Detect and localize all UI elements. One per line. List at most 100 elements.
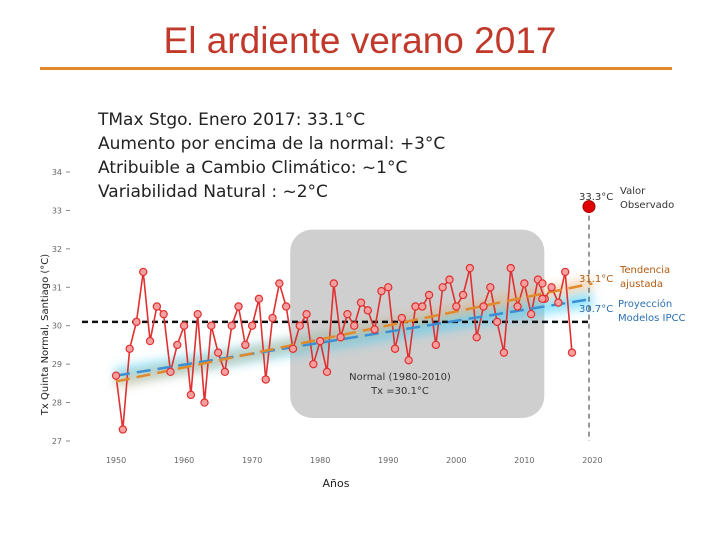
- observed-data-point: [302, 309, 311, 319]
- slide-title: El ardiente verano 2017: [163, 20, 557, 61]
- observed-data-point: [486, 283, 495, 292]
- ipcc-desc-line1: Proyección: [618, 299, 673, 310]
- ipcc-trend-line: [115, 297, 593, 377]
- observed-data-point: [241, 340, 250, 350]
- trend-end-point: [538, 279, 547, 288]
- observed-data-point: [547, 283, 556, 292]
- observed-data-point: [356, 298, 366, 307]
- trend-value-label: 31.1°C: [579, 274, 614, 285]
- x-tick-label: 2000: [446, 456, 466, 465]
- observed-data-point: [200, 398, 209, 407]
- observed-data-point: [465, 263, 475, 273]
- info-line-tmax: TMax Stgo. Enero 2017: 33.1°C: [98, 110, 366, 130]
- observed-data-point: [363, 306, 373, 315]
- observed-data-point: [207, 321, 216, 330]
- observed-value-label: 33.3°C: [579, 192, 614, 203]
- y-tick-label: 30: [52, 322, 62, 331]
- observed-data-point: [132, 317, 141, 327]
- observed-data-point: [247, 321, 257, 330]
- x-axis-label: Años: [323, 477, 350, 490]
- observed-data-point: [152, 302, 162, 311]
- observed-data-point: [329, 279, 338, 288]
- observed-data-point: [513, 302, 522, 311]
- x-tick-label: 2010: [514, 456, 534, 465]
- observed-data-point: [567, 348, 577, 357]
- x-tick-label: 1980: [310, 456, 330, 465]
- observed-data-point: [145, 336, 155, 346]
- observed-data-point: [275, 279, 284, 288]
- title-underline: [40, 67, 672, 70]
- observed-data-point: [315, 336, 325, 346]
- observed-data-point: [261, 375, 270, 384]
- info-block: TMax Stgo. Enero 2017: 33.1°C Aumento po…: [98, 108, 445, 204]
- observed-data-point: [397, 313, 407, 323]
- observed-data-point: [281, 302, 291, 311]
- y-tick-label: 32: [52, 245, 62, 254]
- trend-desc-line1: Tendencia: [620, 265, 671, 276]
- y-tick-label: 33: [52, 206, 62, 215]
- observed-data-point: [227, 321, 236, 330]
- observed-data-point: [343, 309, 352, 319]
- observed-data-point: [492, 317, 502, 327]
- observed-data-point: [309, 359, 318, 369]
- observed-data-point: [213, 348, 223, 357]
- observed-data-point: [377, 286, 386, 296]
- observed-data-point: [350, 321, 359, 330]
- observed-data-point: [220, 367, 230, 377]
- normal-label-line1: Normal (1980-2010): [349, 372, 451, 383]
- observed-data-point: [384, 283, 393, 292]
- observed-data-point: [390, 344, 400, 353]
- observed-data-point: [411, 302, 420, 311]
- observed-data-point: [479, 302, 488, 311]
- observed-data-point: [125, 344, 134, 353]
- y-tick-label: 27: [52, 437, 62, 446]
- observed-data-point: [445, 275, 454, 284]
- y-tick-label: 34: [52, 168, 62, 177]
- observed-data-point: [458, 290, 468, 300]
- y-tick-label: 31: [52, 283, 62, 292]
- observed-data-point: [499, 348, 509, 357]
- x-tick-label: 1960: [174, 456, 194, 465]
- trend-desc-line2: ajustada: [620, 279, 663, 290]
- ipcc-value-label: 30.7°C: [579, 304, 614, 315]
- y-axis-label: Tx Quinta Normal, Santiago (°C): [40, 254, 51, 416]
- observed-data-point: [520, 279, 529, 288]
- observed-desc-line2: Observado: [620, 200, 675, 211]
- observed-data-point: [295, 321, 304, 330]
- observed-data-point: [118, 425, 128, 434]
- observed-data-point: [173, 340, 182, 350]
- observed-data-point: [424, 290, 434, 300]
- observed-data-point: [418, 302, 427, 311]
- observed-data-point: [452, 302, 461, 311]
- observed-data-point: [254, 294, 264, 304]
- y-tick-label: 29: [52, 360, 62, 369]
- observed-data-point: [560, 267, 570, 277]
- observed-data-point: [186, 390, 196, 400]
- observed-desc-line1: Valor: [620, 186, 646, 197]
- observed-series-line: [115, 267, 573, 430]
- observed-data-point: [526, 309, 536, 319]
- observed-2017-point: [582, 200, 596, 214]
- ipcc-desc-line2: Modelos IPCC: [618, 313, 686, 324]
- normal-label-line2: Tx =30.1°C: [370, 386, 429, 397]
- observed-data-point: [404, 356, 413, 365]
- info-line-aumento: Aumento por encima de la normal: +3°C: [98, 134, 446, 154]
- observed-data-point: [179, 321, 189, 330]
- observed-data-point: [288, 344, 298, 353]
- observed-data-point: [111, 371, 121, 380]
- observed-data-point: [193, 309, 202, 319]
- observed-data-point: [431, 340, 441, 350]
- info-line-variabilidad: Variabilidad Natural : ~2°C: [98, 182, 328, 202]
- observed-data-point: [472, 333, 481, 342]
- y-tick-label: 28: [52, 399, 62, 408]
- observed-data-point: [159, 309, 168, 319]
- observed-data-point: [234, 302, 243, 311]
- observed-data-point: [438, 283, 447, 292]
- x-tick-label: 1970: [242, 456, 262, 465]
- observed-data-point: [166, 367, 175, 377]
- observed-data-point: [336, 333, 345, 342]
- observed-data-point: [322, 367, 332, 377]
- x-tick-label: 1950: [106, 456, 126, 465]
